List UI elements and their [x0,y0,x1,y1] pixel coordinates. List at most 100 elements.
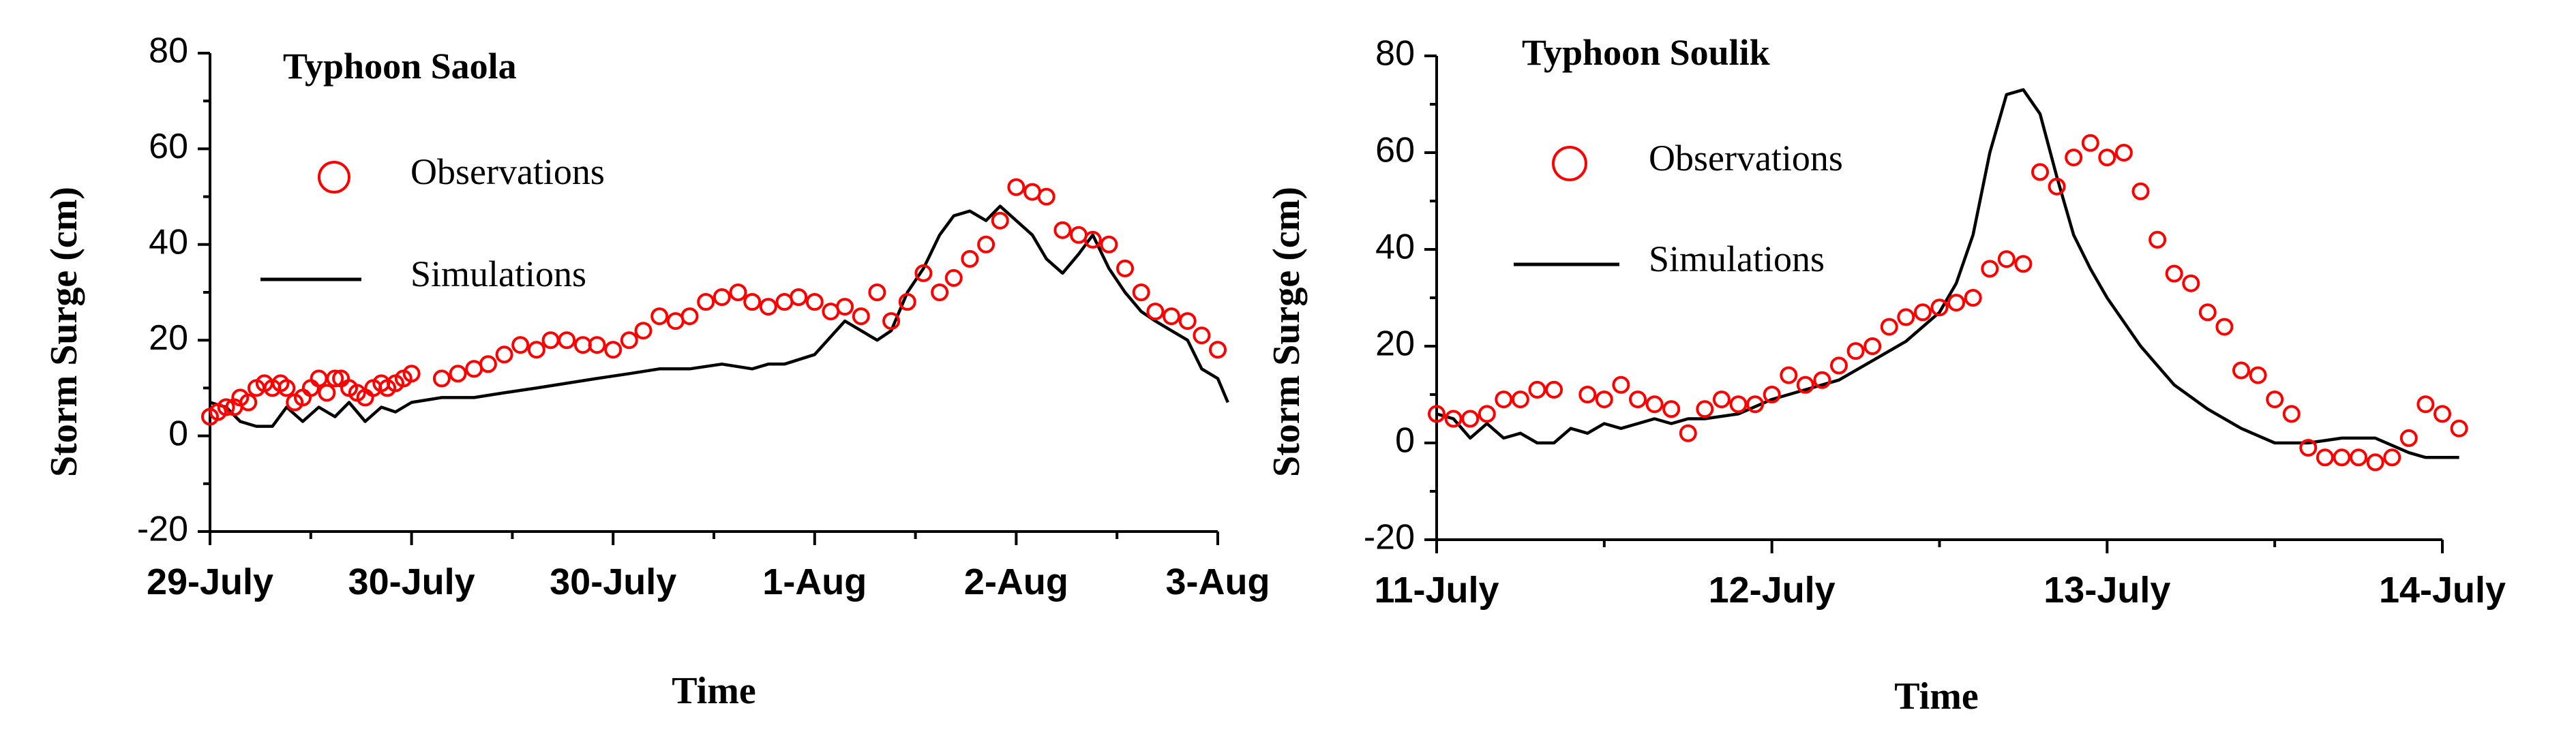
observation-point [775,293,794,311]
observation-point [1178,312,1197,330]
observation-point [239,393,258,412]
simulations-line [1436,88,2459,459]
observation-point [558,331,576,350]
observation-point [495,345,513,364]
observation-point [729,283,747,301]
simulations-line [209,204,1229,428]
observation-point [318,384,336,402]
observation-point [713,288,731,306]
observation-point [1729,395,1748,414]
y-tick-label: 0 [168,414,188,453]
observation-point [1846,342,1865,360]
x-tick-label: 3-Aug [1166,562,1270,602]
observation-point [1981,260,1999,278]
legend-simulations-label: Simulations [410,253,586,294]
observation-point [2165,264,2183,283]
observation-point [432,369,451,388]
observation-point [402,365,421,383]
observation-point [620,331,638,350]
observation-point [743,293,762,311]
observation-point [449,365,467,383]
observation-point [2131,182,2150,200]
observation-point [1629,390,1647,409]
observation-point [2098,149,2116,167]
observation-point [790,288,808,306]
observation-point [2383,448,2401,467]
observation-point [1428,405,1446,423]
observation-point [666,312,685,330]
x-tick-label: 12-July [1709,570,1836,611]
observation-point [1830,356,1848,375]
observation-point [2366,453,2384,472]
observation-point [479,355,497,373]
observation-point [1578,386,1597,403]
observation-point [588,336,606,354]
observation-point [650,307,669,326]
observation-point [1053,221,1072,239]
x-tick-label: 11-July [1374,570,1499,611]
observation-point [1037,187,1055,206]
observation-point [2232,361,2250,380]
observation-point [2350,448,2368,467]
y-tick-label: 60 [1375,131,1415,170]
observation-point [1595,390,1613,409]
legend-simulations-label: Simulations [1649,239,1825,279]
observation-point [882,312,901,330]
observation-point [217,398,235,416]
x-tick-label: 14-July [2379,570,2506,611]
observation-point [2249,366,2267,384]
observation-point [898,293,916,311]
y-axis-label: Storm Surge (cm) [43,187,85,477]
observation-point [2416,395,2435,414]
chart-soulik-obs-series [1428,134,2468,472]
observation-point [2399,429,2418,447]
observation-point [1461,410,1480,428]
legend-observations-label: Observations [410,151,605,192]
observation-point [2282,405,2301,423]
observation-point [1528,380,1546,399]
observation-point [1116,259,1134,277]
observation-point [2065,149,2083,167]
observation-point [2433,405,2451,423]
observation-point [1930,298,1949,317]
observation-point [1763,386,1781,403]
observation-point [2450,419,2468,437]
observation-point [2081,134,2099,152]
observation-point [1964,289,1982,307]
legend-observations-marker [318,161,350,194]
observation-point [1478,405,1496,423]
observation-point [991,211,1009,230]
x-tick-label: 13-July [2043,570,2170,611]
x-tick-label: 29-July [147,562,273,602]
x-axis-label: Time [672,670,755,712]
observation-point [2114,144,2133,162]
observation-point [1679,424,1697,442]
observation-point [1545,380,1563,399]
observation-point [1100,235,1118,253]
chart-saola-obs-series [201,178,1227,426]
observation-point [2333,448,2351,467]
observation-point [1712,390,1731,409]
observation-point [836,298,854,316]
observation-point [1746,395,1765,414]
observation-point [1897,308,1915,326]
observation-point [1023,183,1041,201]
observation-point [1193,326,1211,345]
observation-point [278,379,296,397]
observation-point [1612,375,1630,394]
observation-point [541,331,560,350]
observation-point [310,369,328,388]
observation-point [1444,410,1463,428]
observation-point [2014,255,2033,273]
chart-saola-axes [198,52,1219,545]
x-axis-label: Time [1894,675,1978,718]
observation-point [1146,303,1165,321]
legend-observations-marker [1552,146,1587,181]
observation-point [604,341,623,359]
observation-point [634,322,653,340]
y-tick-label: 0 [1395,421,1415,461]
observation-point [1880,318,1898,336]
x-tick-label: 2-Aug [964,562,1068,602]
observation-point [914,264,933,282]
observation-point [1696,400,1714,418]
